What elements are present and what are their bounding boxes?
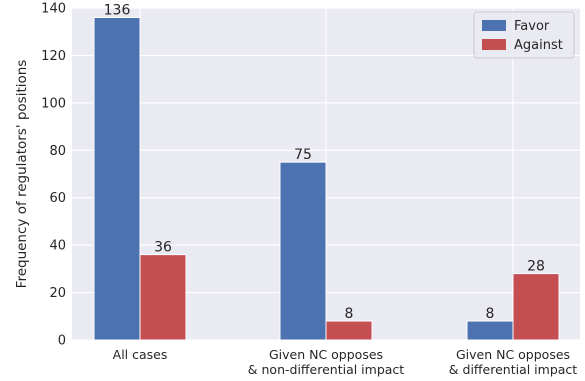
y-tick-label: 60 <box>49 191 66 206</box>
y-tick-label: 0 <box>58 334 66 349</box>
x-category-label: Given NC opposes & non-differential impac… <box>248 347 405 377</box>
x-axis-categories: All cases Given NC opposes & non-different… <box>113 347 578 377</box>
data-label-against-1: 8 <box>345 306 354 322</box>
legend-label-against: Against <box>514 38 563 53</box>
legend: Favor Against <box>473 11 575 59</box>
y-tick-label: 80 <box>49 144 66 159</box>
y-tick-label: 40 <box>49 239 66 254</box>
y-axis-ticks: 0 20 40 60 80 100 120 140 <box>41 2 66 349</box>
data-label-favor-1: 75 <box>294 147 312 163</box>
y-axis-title: Frequency of regulators' positions <box>14 60 30 289</box>
data-label-favor-0: 136 <box>104 2 131 18</box>
bar-against-1 <box>325 320 373 341</box>
x-category-label: Given NC opposes & differential impact <box>449 347 578 377</box>
x-category-label: All cases <box>113 347 168 362</box>
y-tick-label: 140 <box>41 2 66 17</box>
legend-swatch-against <box>482 39 506 50</box>
data-label-against-0: 36 <box>154 240 172 256</box>
bars <box>93 16 560 341</box>
bar-against-0 <box>139 254 187 341</box>
y-tick-label: 20 <box>49 286 66 301</box>
bar-favor-2 <box>466 320 514 341</box>
data-label-against-2: 28 <box>527 259 545 275</box>
y-tick-label: 100 <box>41 96 66 111</box>
bar-favor-1 <box>279 161 327 341</box>
data-labels: 136 75 8 36 8 28 <box>104 2 545 322</box>
legend-swatch-favor <box>482 20 506 31</box>
bar-against-2 <box>512 273 560 341</box>
legend-label-favor: Favor <box>514 19 550 34</box>
y-tick-label: 120 <box>41 49 66 64</box>
bar-favor-0 <box>93 16 141 341</box>
data-label-favor-2: 8 <box>486 306 495 322</box>
